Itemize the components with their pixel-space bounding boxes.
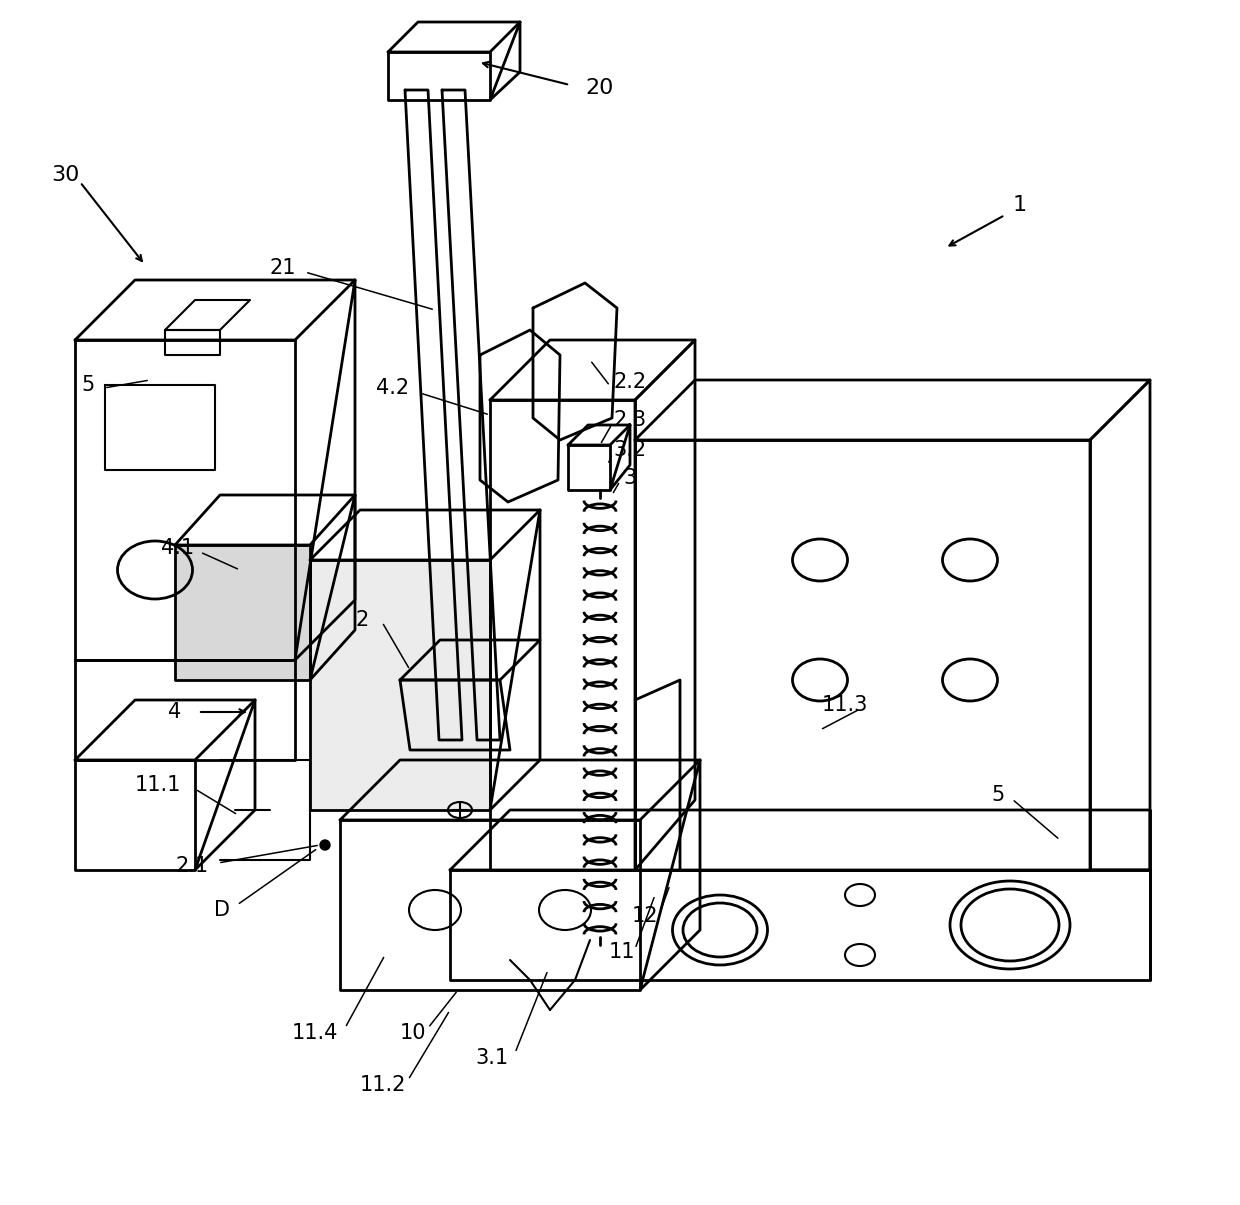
Text: 3.1: 3.1 xyxy=(475,1048,508,1068)
Text: 2.2: 2.2 xyxy=(614,372,646,392)
Polygon shape xyxy=(175,545,310,680)
Text: D: D xyxy=(215,900,229,919)
Circle shape xyxy=(320,840,330,850)
Text: 12: 12 xyxy=(631,906,658,925)
Text: 20: 20 xyxy=(585,78,614,98)
Text: 11: 11 xyxy=(609,942,635,962)
Text: 10: 10 xyxy=(399,1023,427,1044)
Text: 2: 2 xyxy=(356,610,368,630)
Text: 4: 4 xyxy=(169,703,181,722)
Text: 5: 5 xyxy=(82,375,94,395)
Text: 4.2: 4.2 xyxy=(377,378,409,398)
Text: 1: 1 xyxy=(1013,195,1027,214)
Text: 11.3: 11.3 xyxy=(822,695,868,715)
Text: 5: 5 xyxy=(991,784,1004,805)
Text: 30: 30 xyxy=(51,165,79,186)
Text: 11.2: 11.2 xyxy=(360,1075,407,1095)
Text: 11.1: 11.1 xyxy=(135,775,181,795)
Text: 21: 21 xyxy=(270,258,296,278)
Text: 2.1: 2.1 xyxy=(175,856,208,876)
Text: 4.1: 4.1 xyxy=(161,537,195,558)
Polygon shape xyxy=(310,560,490,810)
Text: 2.3: 2.3 xyxy=(614,410,646,430)
Text: 3: 3 xyxy=(624,468,636,488)
Text: 11.4: 11.4 xyxy=(291,1023,339,1044)
Text: 3.2: 3.2 xyxy=(614,440,646,460)
